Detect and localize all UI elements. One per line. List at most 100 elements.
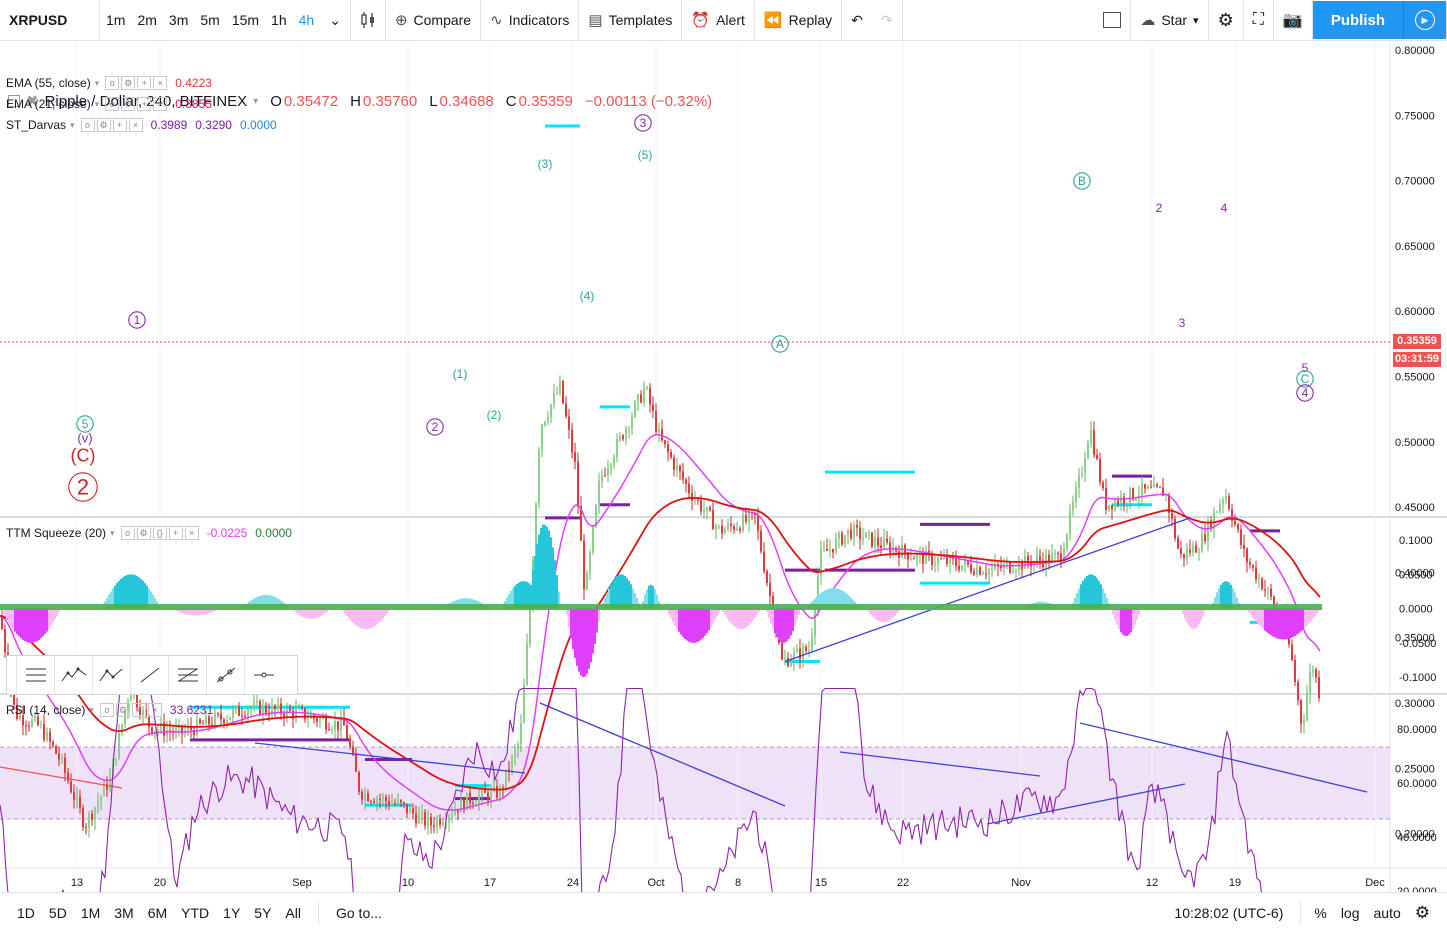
eye-icon[interactable]: o (105, 76, 120, 90)
gear-icon[interactable]: ⚙ (136, 526, 151, 540)
darvas-controls[interactable]: o ⚙ + × (80, 118, 145, 132)
interval-15m[interactable]: 15m (231, 12, 260, 28)
chevron-down-icon[interactable]: ▾ (94, 98, 100, 109)
rsi-controls[interactable]: o ⚙ + × (99, 703, 164, 717)
log-scale-toggle[interactable]: log (1340, 904, 1360, 921)
symbol-search-button[interactable]: XRPUSD (0, 0, 100, 40)
close-icon[interactable]: × (184, 526, 199, 540)
chart-type-button[interactable] (351, 0, 386, 40)
chart-area[interactable]: 5 (v) (C) 2 1 2 (1) (2) (3) (4) (5) 3 A B 2 4 3 5 C 4 0.800… (0, 40, 1447, 892)
close-icon[interactable]: × (153, 76, 168, 90)
eye-icon[interactable]: o (99, 703, 114, 717)
eye-icon[interactable]: o (80, 118, 95, 132)
undo-button[interactable]: ↶ (842, 0, 872, 40)
range-1d[interactable]: 1D (17, 904, 35, 921)
interval-dropdown-button[interactable]: ⌄ (320, 0, 351, 40)
legend-collapse-icon[interactable] (8, 95, 20, 107)
gear-icon[interactable]: ⚙ (121, 97, 136, 111)
ema55-legend[interactable]: EMA (55, close) ▾ o ⚙ + × 0.4223 (6, 76, 220, 90)
plus-icon[interactable]: + (137, 76, 152, 90)
range-1y[interactable]: 1Y (223, 904, 241, 921)
layout-button[interactable] (1094, 0, 1132, 40)
chevron-down-icon[interactable]: ▾ (94, 77, 100, 88)
ttm-histogram-bar (152, 594, 154, 609)
ttm-histogram-bar (1214, 597, 1216, 609)
interval-2m[interactable]: 2m (137, 12, 157, 28)
ttm-histogram-bar (702, 608, 704, 638)
trend-line-button[interactable] (131, 656, 169, 694)
fullscreen-button[interactable]: ⛶ (1244, 0, 1274, 40)
ttm-histogram-bar (1286, 608, 1288, 640)
indicators-button[interactable]: ∿ Indicators (481, 0, 580, 40)
close-icon[interactable]: × (147, 703, 162, 717)
range-5y[interactable]: 5Y (254, 904, 272, 921)
play-button[interactable]: ▶ (1403, 1, 1447, 39)
interval-5m[interactable]: 5m (200, 12, 220, 28)
source-icon[interactable]: {} (152, 526, 167, 540)
interval-3m[interactable]: 3m (168, 12, 189, 28)
ttm-histogram-bar (1224, 581, 1226, 609)
chart-settings-button[interactable]: ⚙ (1408, 903, 1437, 923)
star-button[interactable]: ☁ Star ▾ (1131, 0, 1209, 40)
candle-body (550, 404, 552, 418)
range-ytd[interactable]: YTD (181, 904, 210, 921)
ttm-legend[interactable]: TTM Squeeze (20) ▾ o ⚙{} + × -0.0225 0.0000 (6, 526, 300, 540)
fib-tool-button[interactable] (17, 656, 55, 694)
ema21-controls[interactable]: o ⚙ + × (105, 97, 169, 111)
darvas-legend[interactable]: ST_Darvas ▾ o ⚙ + × 0.3989 0.3290 0.0000 (6, 118, 285, 132)
snapshot-button[interactable]: 📷 (1274, 0, 1313, 40)
ttm-histogram-bar (824, 590, 826, 609)
ttm-controls[interactable]: o ⚙{} + × (120, 526, 201, 540)
candle-body (421, 812, 423, 815)
redo-button[interactable]: ↷ (872, 0, 903, 40)
compare-button[interactable]: ⊕ Compare (386, 0, 482, 40)
gear-icon[interactable]: ⚙ (121, 76, 136, 90)
chevron-down-icon[interactable]: ▾ (70, 119, 75, 130)
interval-1h[interactable]: 1h (271, 12, 287, 28)
interval-1m[interactable]: 1m (106, 12, 126, 28)
plus-icon[interactable]: + (168, 526, 183, 540)
clock-display[interactable]: 10:28:02 (UTC-6) (1174, 904, 1284, 921)
chevron-down-icon[interactable]: ▾ (110, 527, 115, 538)
goto-button[interactable]: Go to... (335, 904, 382, 921)
candle-body (943, 557, 945, 559)
range-5d[interactable]: 5D (48, 904, 67, 921)
settings-button[interactable]: ⚙ (1209, 0, 1244, 40)
close-icon[interactable]: × (153, 97, 168, 111)
fib-retracement-button[interactable] (169, 656, 207, 694)
templates-button[interactable]: ▤ Templates (579, 0, 683, 40)
ttm-histogram-bar (878, 608, 880, 622)
auto-scale-toggle[interactable]: auto (1373, 904, 1401, 921)
toolbox-grip[interactable] (7, 656, 17, 694)
ray-tool-button[interactable] (207, 656, 245, 694)
range-3m[interactable]: 3M (114, 904, 134, 921)
range-all[interactable]: All (285, 904, 301, 921)
interval-4h[interactable]: 4h (298, 12, 315, 28)
eye-icon[interactable]: o (105, 97, 120, 111)
gear-icon[interactable]: ⚙ (115, 703, 130, 717)
chevron-down-icon[interactable]: ▾ (89, 704, 94, 715)
gear-icon[interactable]: ⚙ (96, 118, 111, 132)
rsi-legend[interactable]: RSI (14, close) ▾ o ⚙ + × 33.6231 (6, 703, 221, 717)
chevron-down-icon[interactable]: ▾ (253, 95, 259, 107)
percent-scale-toggle[interactable]: % (1314, 904, 1327, 921)
eye-icon[interactable]: o (120, 526, 135, 540)
candle-body (1207, 520, 1209, 542)
plus-icon[interactable]: + (137, 97, 152, 111)
plus-icon[interactable]: + (131, 703, 146, 717)
replay-button[interactable]: ⏪ Replay (755, 0, 843, 40)
elliott-impulse-button[interactable] (55, 656, 93, 694)
elliott-correction-button[interactable] (93, 656, 131, 694)
ema55-controls[interactable]: o ⚙ + × (105, 76, 169, 90)
publish-button[interactable]: Publish (1312, 1, 1403, 39)
ttm-histogram-bar (586, 608, 588, 674)
plus-icon[interactable]: + (112, 118, 127, 132)
wave-label: (C) (71, 445, 96, 465)
range-1m[interactable]: 1M (80, 904, 101, 921)
alert-button[interactable]: ⏰ Alert (682, 0, 755, 40)
ema21-legend[interactable]: EMA (21, close) ▾ o ⚙ + × 0.3855 (6, 97, 220, 111)
close-icon[interactable]: × (128, 118, 143, 132)
range-6m[interactable]: 6M (147, 904, 168, 921)
horizontal-ray-button[interactable] (245, 656, 283, 694)
